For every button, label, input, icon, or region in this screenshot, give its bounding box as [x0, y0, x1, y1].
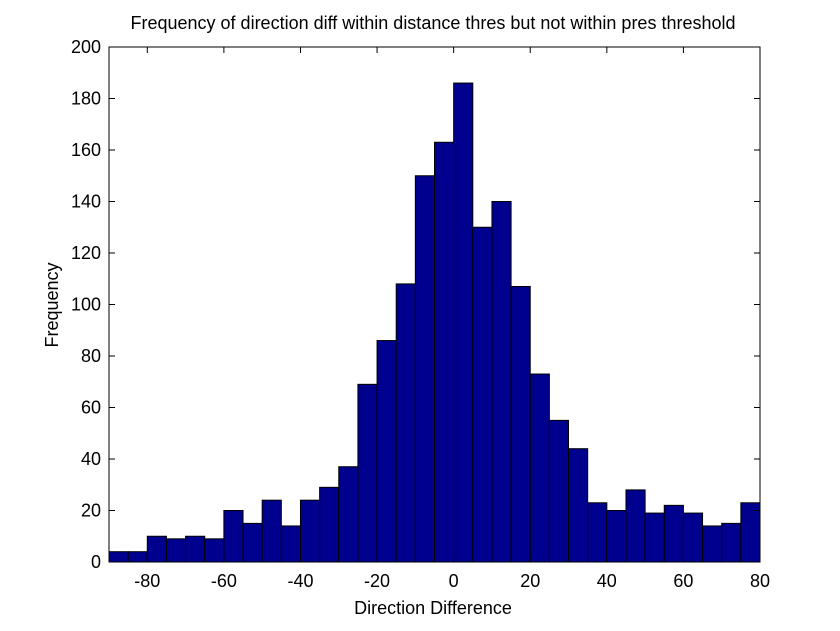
histogram-bar [146, 535, 167, 563]
histogram-bar [127, 551, 148, 563]
histogram-bar [299, 499, 321, 563]
x-tick-label: 80 [750, 571, 770, 591]
histogram-bar [587, 502, 608, 563]
histogram-bar [568, 448, 589, 563]
histogram-bar [319, 486, 340, 563]
histogram-bar [682, 512, 704, 563]
histogram-bar [434, 141, 455, 563]
histogram-bar [606, 510, 627, 563]
y-tick-label: 0 [91, 552, 101, 572]
x-tick-label: 20 [520, 571, 540, 591]
histogram-bar [510, 285, 531, 563]
histogram-bar [702, 525, 723, 563]
histogram-bar [185, 535, 206, 563]
histogram-bar [644, 512, 665, 563]
x-axis-label: Direction Difference [354, 598, 512, 618]
y-tick-label: 140 [71, 192, 101, 212]
histogram-bar [204, 538, 225, 563]
histogram-bar [548, 419, 570, 563]
histogram-bar [223, 510, 244, 563]
x-tick-label: -60 [211, 571, 237, 591]
histogram-bar [338, 466, 359, 563]
histogram-bar [376, 340, 397, 563]
x-tick-label: 60 [673, 571, 693, 591]
y-tick-label: 40 [81, 449, 101, 469]
x-tick-label: -40 [287, 571, 313, 591]
histogram-bar [721, 522, 742, 563]
histogram-bar [165, 538, 187, 563]
histogram-bar [625, 489, 646, 563]
y-tick-label: 120 [71, 243, 101, 263]
y-axis: 0 20 40 60 80 100 120 140 160 180 200 [71, 37, 760, 572]
chart-title: Frequency of direction diff within dista… [131, 13, 736, 33]
y-tick-label: 20 [81, 501, 101, 521]
histogram-bar [491, 201, 512, 563]
histogram-bar [357, 383, 378, 563]
y-tick-label: 60 [81, 398, 101, 418]
y-tick-label: 100 [71, 295, 101, 315]
histogram-bar [663, 504, 684, 563]
histogram-bar [414, 175, 435, 563]
histogram-bar [242, 522, 263, 563]
histogram-bar [472, 226, 493, 563]
x-tick-label: 40 [597, 571, 617, 591]
y-axis-label: Frequency [42, 262, 62, 347]
x-axis: -80 -60 -40 -20 0 20 40 60 80 [134, 47, 770, 591]
x-tick-label: -80 [134, 571, 160, 591]
histogram-bar [529, 373, 550, 563]
y-tick-label: 80 [81, 346, 101, 366]
y-tick-label: 200 [71, 37, 101, 57]
histogram-bar [280, 525, 301, 563]
y-tick-label: 180 [71, 89, 101, 109]
histogram-bar [395, 283, 416, 563]
histogram-bar [108, 551, 129, 563]
histogram-bar [261, 499, 282, 563]
x-tick-label: -20 [364, 571, 390, 591]
bars-group [108, 82, 761, 563]
histogram-bar [453, 82, 474, 563]
x-tick-label: 0 [449, 571, 459, 591]
y-tick-label: 160 [71, 140, 101, 160]
histogram-bar [740, 502, 761, 563]
